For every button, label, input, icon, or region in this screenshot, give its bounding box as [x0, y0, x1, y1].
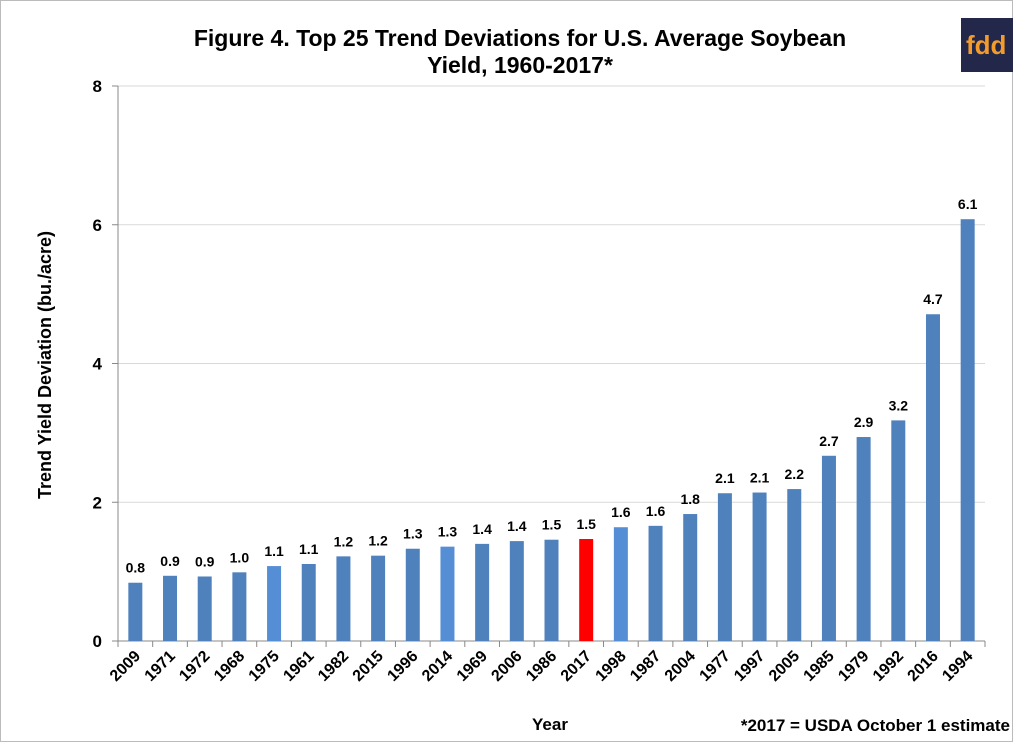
data-label: 1.4 — [507, 518, 527, 534]
logo: fdd — [966, 30, 1006, 60]
bar — [544, 539, 559, 641]
bar — [371, 555, 386, 641]
bar — [752, 492, 767, 641]
data-label: 2.9 — [854, 414, 874, 430]
bar — [648, 525, 663, 641]
bar — [683, 514, 698, 641]
data-label: 1.5 — [542, 517, 562, 533]
y-axis-label: Trend Yield Deviation (bu./acre) — [35, 231, 55, 499]
bar — [336, 556, 351, 641]
data-label: 2.2 — [785, 466, 805, 482]
y-tick-label: 0 — [93, 632, 102, 651]
chart-title: Figure 4. Top 25 Trend Deviations for U.… — [194, 25, 846, 51]
data-label: 1.2 — [368, 533, 388, 549]
y-tick-label: 4 — [93, 355, 103, 374]
annotation: *2017 = USDA October 1 estimate — [741, 716, 1010, 735]
bar — [440, 546, 455, 641]
data-label: 1.0 — [230, 549, 250, 565]
data-label: 1.3 — [438, 524, 458, 540]
data-label: 1.8 — [680, 491, 700, 507]
bar — [128, 582, 143, 641]
bar — [267, 566, 282, 641]
y-tick-label: 6 — [93, 216, 102, 235]
data-label: 1.1 — [264, 543, 284, 559]
data-label: 1.1 — [299, 541, 319, 557]
bar — [613, 527, 628, 641]
chart-title: Yield, 1960-2017* — [427, 52, 613, 78]
bar — [509, 541, 524, 641]
y-tick-label: 2 — [93, 493, 102, 512]
data-label: 1.6 — [646, 503, 666, 519]
data-label: 1.3 — [403, 526, 423, 542]
x-axis-label: Year — [532, 715, 568, 734]
bar — [163, 575, 178, 641]
bar — [197, 576, 212, 641]
bar — [960, 219, 975, 641]
bar — [475, 543, 490, 641]
bar — [232, 572, 247, 641]
bar — [856, 437, 871, 641]
data-label: 2.1 — [715, 470, 735, 486]
data-label: 1.6 — [611, 504, 631, 520]
logo-box — [961, 18, 1013, 72]
y-tick-label: 8 — [93, 77, 102, 96]
bar — [821, 455, 836, 641]
data-label: 0.8 — [126, 560, 146, 576]
data-label: 0.9 — [195, 553, 215, 569]
data-label: 6.1 — [958, 196, 978, 212]
data-label: 1.4 — [472, 521, 492, 537]
bar — [925, 314, 940, 641]
data-label: 4.7 — [923, 291, 943, 307]
bar — [891, 420, 906, 641]
data-label: 0.9 — [160, 553, 180, 569]
bar — [787, 489, 802, 641]
bar — [405, 548, 420, 641]
data-label: 1.2 — [334, 533, 354, 549]
data-label: 2.7 — [819, 433, 839, 449]
bar — [301, 563, 316, 641]
data-label: 2.1 — [750, 470, 770, 486]
data-label: 3.2 — [889, 397, 909, 413]
bar — [717, 493, 732, 641]
data-label: 1.5 — [576, 516, 596, 532]
bar — [579, 539, 594, 641]
